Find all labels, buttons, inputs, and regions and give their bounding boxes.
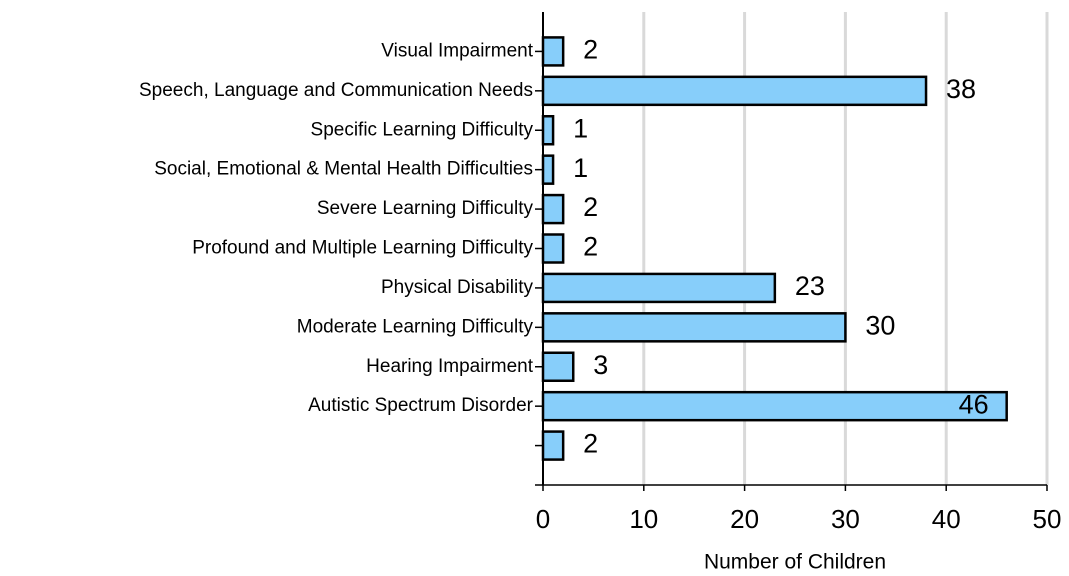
y-tick-label: Specific Learning Difficulty: [311, 119, 534, 140]
y-tick-label: Severe Learning Difficulty: [317, 198, 534, 219]
value-label: 1: [573, 113, 588, 143]
x-tick-label: 30: [831, 504, 860, 534]
value-label: 2: [583, 429, 598, 459]
value-label: 46: [959, 389, 989, 419]
bar: [541, 115, 555, 146]
bar: [541, 233, 565, 264]
value-label: 2: [583, 232, 598, 262]
y-tick-label: Hearing Impairment: [366, 356, 534, 377]
x-tick-label: 50: [1033, 504, 1062, 534]
y-tick-label: Visual Impairment: [381, 40, 533, 61]
value-label: 30: [865, 310, 895, 340]
y-tick-label: Moderate Learning Difficulty: [297, 316, 534, 337]
y-tick-label: Profound and Multiple Learning Difficult…: [192, 238, 533, 259]
bar: [541, 351, 575, 382]
value-label: 1: [573, 153, 588, 183]
bar: [541, 193, 565, 225]
y-tick-label: Social, Emotional & Mental Health Diffic…: [154, 159, 533, 180]
y-tick-label: Autistic Spectrum Disorder: [308, 395, 534, 416]
y-tick-label: Physical Disability: [381, 277, 534, 298]
x-tick-label: 0: [536, 504, 550, 534]
y-tick-label: Speech, Language and Communication Needs: [139, 80, 533, 101]
bar: [541, 390, 1008, 422]
value-label: 3: [593, 350, 608, 380]
x-tick-label: 40: [932, 504, 961, 534]
x-tick-label: 20: [730, 504, 759, 534]
bar: [541, 430, 565, 461]
bar: [541, 36, 565, 67]
value-label: 23: [795, 271, 825, 301]
bar: [541, 312, 847, 343]
value-label: 38: [946, 74, 976, 104]
bar: [541, 272, 777, 304]
value-label: 2: [583, 35, 598, 65]
x-axis-label: Number of Children: [704, 551, 886, 574]
bar: [541, 75, 928, 107]
bar: [541, 154, 555, 185]
x-tick-label: 10: [629, 504, 658, 534]
value-label: 2: [583, 192, 598, 222]
